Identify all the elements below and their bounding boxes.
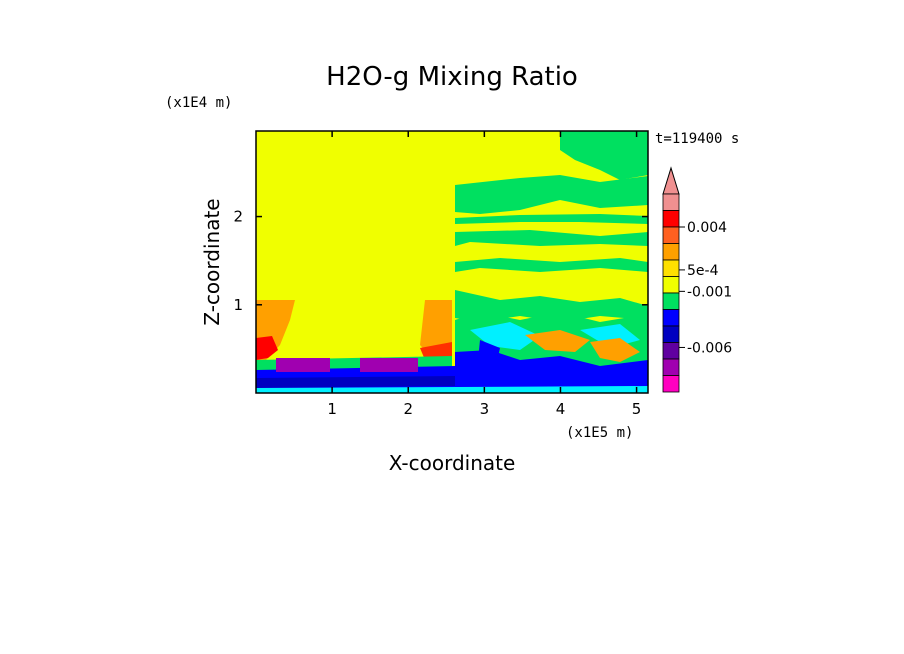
colorbar-segment-11 — [662, 375, 680, 393]
colorbar-segment-7 — [662, 309, 680, 327]
colorbar-arrow — [662, 166, 680, 195]
x-tick-label-2: 3 — [480, 400, 490, 418]
surface-cyan — [256, 386, 648, 393]
lower-layer-orange — [525, 330, 590, 352]
moist-band-2 — [455, 214, 648, 224]
boundary-purple — [276, 358, 330, 372]
lower-layer-blue-2 — [478, 340, 500, 370]
x-tick-label-0: 1 — [327, 400, 337, 418]
y-unit-label: (x1E4 m) — [165, 95, 232, 111]
colorbar-segment-10 — [662, 358, 680, 376]
moist-band-1 — [455, 175, 648, 214]
colorbar-segment-5 — [662, 276, 680, 294]
moist-band-4 — [455, 258, 648, 272]
moist-band-upper — [560, 131, 648, 180]
x-tick-label-3: 4 — [556, 400, 566, 418]
mid-red-patch — [420, 342, 452, 360]
plot-frame — [255, 130, 649, 394]
colorbar: 0.004 5e-4 -0.001 -0.006 — [662, 166, 732, 393]
x-axis-label: X-coordinate — [389, 451, 516, 475]
x-tick-label-4: 5 — [632, 400, 642, 418]
mid-orange-patch — [420, 300, 452, 356]
moist-streak — [455, 290, 648, 322]
colorbar-segment-6 — [662, 292, 680, 310]
y-tick-label-1: 2 — [233, 208, 243, 226]
x-unit-label: (x1E5 m) — [566, 425, 633, 441]
x-axis: 1 2 3 4 5 — [327, 131, 641, 418]
boundary-purple-2 — [360, 358, 418, 372]
chart-title: H2O-g Mixing Ratio — [326, 62, 578, 92]
colorbar-segment-2 — [662, 226, 680, 244]
colorbar-segment-4 — [662, 259, 680, 277]
colorbar-label-2: -0.001 — [687, 284, 732, 300]
y-axis: 12 — [233, 208, 648, 314]
time-label: t=119400 s — [655, 131, 739, 147]
boundary-dark-blue — [256, 376, 455, 388]
x-tick-label-1: 2 — [403, 400, 413, 418]
colorbar-segment-8 — [662, 325, 680, 343]
y-tick-label-0: 1 — [233, 296, 243, 314]
moist-band-3 — [455, 230, 648, 246]
colorbar-segment-1 — [662, 210, 680, 228]
colorbar-label-0: 0.004 — [687, 220, 727, 236]
heatmap-field — [256, 131, 648, 393]
colorbar-segment-3 — [662, 243, 680, 261]
colorbar-segment-0 — [662, 193, 680, 211]
colorbar-segment-9 — [662, 342, 680, 360]
lower-layer-orange-2 — [590, 338, 640, 362]
y-axis-label: Z-coordinate — [200, 198, 224, 325]
colorbar-label-1: 5e-4 — [687, 263, 719, 279]
lower-layer-blue — [455, 350, 648, 393]
colorbar-label-3: -0.006 — [687, 340, 732, 356]
left-red-patch — [256, 336, 278, 360]
